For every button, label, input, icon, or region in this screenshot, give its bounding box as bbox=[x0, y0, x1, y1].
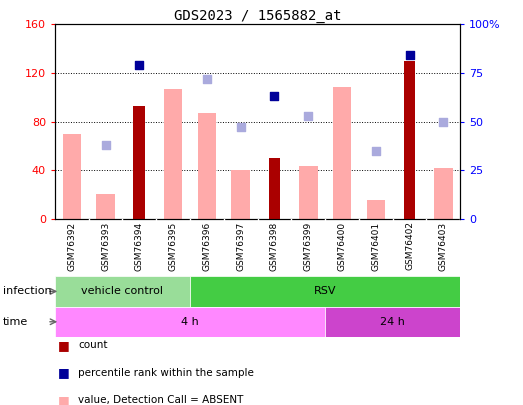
Text: ■: ■ bbox=[58, 394, 69, 405]
Bar bbox=[198, 113, 216, 219]
Text: percentile rank within the sample: percentile rank within the sample bbox=[78, 368, 254, 377]
Bar bbox=[63, 134, 81, 219]
Text: 24 h: 24 h bbox=[380, 317, 405, 327]
Text: GSM76394: GSM76394 bbox=[135, 222, 144, 271]
Title: GDS2023 / 1565882_at: GDS2023 / 1565882_at bbox=[174, 9, 342, 23]
Text: ■: ■ bbox=[58, 366, 69, 379]
Point bbox=[439, 118, 448, 125]
Text: ■: ■ bbox=[58, 339, 69, 352]
Point bbox=[203, 75, 211, 82]
Text: GSM76396: GSM76396 bbox=[202, 222, 211, 271]
Text: GSM76399: GSM76399 bbox=[304, 222, 313, 271]
Bar bbox=[434, 168, 452, 219]
Text: GSM76392: GSM76392 bbox=[67, 222, 76, 271]
Text: value, Detection Call = ABSENT: value, Detection Call = ABSENT bbox=[78, 395, 244, 405]
Bar bbox=[164, 89, 183, 219]
Point bbox=[304, 113, 312, 119]
Point bbox=[270, 93, 279, 100]
Text: GSM76402: GSM76402 bbox=[405, 222, 414, 271]
Bar bbox=[299, 166, 317, 219]
Bar bbox=[96, 194, 115, 219]
Bar bbox=[55, 276, 190, 307]
Point bbox=[135, 62, 143, 68]
Bar bbox=[55, 307, 325, 337]
Text: GSM76393: GSM76393 bbox=[101, 222, 110, 271]
Point bbox=[236, 124, 245, 130]
Text: GSM76401: GSM76401 bbox=[371, 222, 380, 271]
Point bbox=[372, 147, 380, 154]
Text: count: count bbox=[78, 340, 108, 350]
Text: time: time bbox=[3, 317, 28, 327]
Text: infection: infection bbox=[3, 286, 51, 296]
Point bbox=[405, 52, 414, 59]
Bar bbox=[231, 170, 250, 219]
Text: GSM76395: GSM76395 bbox=[168, 222, 178, 271]
Text: GSM76403: GSM76403 bbox=[439, 222, 448, 271]
Point bbox=[101, 142, 110, 148]
Text: 4 h: 4 h bbox=[181, 317, 199, 327]
Text: GSM76400: GSM76400 bbox=[337, 222, 347, 271]
Text: GSM76398: GSM76398 bbox=[270, 222, 279, 271]
Bar bbox=[190, 276, 460, 307]
Bar bbox=[404, 61, 415, 219]
Bar bbox=[333, 87, 351, 219]
Bar bbox=[325, 307, 460, 337]
Bar bbox=[133, 106, 145, 219]
Bar bbox=[367, 200, 385, 219]
Text: RSV: RSV bbox=[314, 286, 336, 296]
Bar bbox=[268, 158, 280, 219]
Text: vehicle control: vehicle control bbox=[82, 286, 164, 296]
Text: GSM76397: GSM76397 bbox=[236, 222, 245, 271]
